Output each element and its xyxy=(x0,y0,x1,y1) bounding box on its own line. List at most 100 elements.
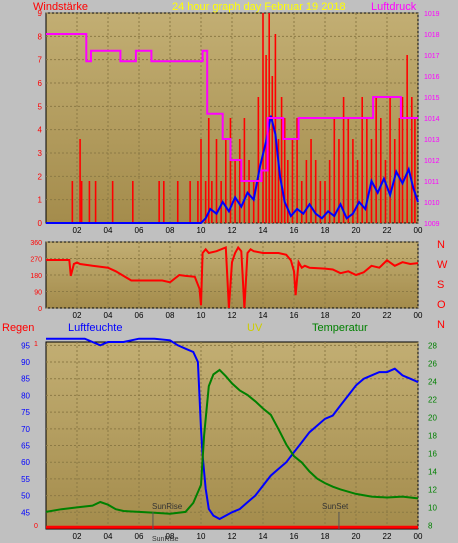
x-tick-label: 18 xyxy=(321,226,330,235)
temperature-tick-label: 28 xyxy=(428,342,437,351)
x-tick-label: 18 xyxy=(321,311,330,320)
direction-tick-label: 270 xyxy=(30,257,42,264)
wind-tick-label: 5 xyxy=(38,102,43,111)
humidity-tick-label: 95 xyxy=(21,341,30,350)
x-tick-label: 10 xyxy=(197,532,206,541)
wind-tick-label: 8 xyxy=(38,32,43,41)
compass-label: N xyxy=(437,319,445,331)
rain-tick-label: 0 xyxy=(34,523,38,530)
direction-tick-label: 90 xyxy=(34,290,42,297)
header-temperatur: Temperatur xyxy=(312,322,368,334)
wind-tick-label: 2 xyxy=(38,172,43,181)
temperature-tick-label: 8 xyxy=(428,521,433,530)
x-tick-label: 16 xyxy=(290,226,299,235)
x-tick-label: 22 xyxy=(383,532,392,541)
temperature-tick-label: 22 xyxy=(428,396,437,405)
x-tick-label: 22 xyxy=(383,311,392,320)
humidity-tick-label: 80 xyxy=(21,391,30,400)
header-luftfeuchte: Luftfeuchte xyxy=(68,322,122,334)
x-tick-label: 20 xyxy=(352,532,361,541)
x-tick-label: 16 xyxy=(290,532,299,541)
compass-label: W xyxy=(437,259,448,271)
x-tick-label: 14 xyxy=(259,532,268,541)
compass-label: S xyxy=(437,279,444,291)
header-regen: Regen xyxy=(2,322,34,334)
pressure-tick-label: 1010 xyxy=(424,200,440,207)
rain-tick-label: 1 xyxy=(34,341,38,348)
header-uv: UV xyxy=(247,322,263,334)
x-tick-label: 08 xyxy=(166,532,175,541)
x-tick-label: 18 xyxy=(321,532,330,541)
x-tick-label: 20 xyxy=(352,226,361,235)
compass-label: N xyxy=(437,239,445,251)
pressure-tick-label: 1017 xyxy=(424,53,440,60)
direction-tick-label: 180 xyxy=(30,273,42,280)
pressure-tick-label: 1009 xyxy=(424,221,440,228)
x-tick-label: 04 xyxy=(104,226,113,235)
x-tick-label: 04 xyxy=(104,532,113,541)
pressure-tick-label: 1019 xyxy=(424,11,440,18)
pressure-tick-label: 1016 xyxy=(424,74,440,81)
pressure-tick-label: 1015 xyxy=(424,95,440,102)
header-title: 24 hour graph day Februar 19 2018 xyxy=(172,1,346,13)
humidity-tick-label: 60 xyxy=(21,458,30,467)
sunrise-label: SunRise xyxy=(152,502,183,511)
x-tick-label: 02 xyxy=(73,532,82,541)
wind-tick-label: 7 xyxy=(38,56,43,65)
x-tick-label: 16 xyxy=(290,311,299,320)
direction-tick-label: 360 xyxy=(30,240,42,247)
wind-average-line xyxy=(46,115,419,224)
temperature-tick-label: 14 xyxy=(428,467,437,476)
compass-label: O xyxy=(437,299,446,311)
humidity-tick-label: 85 xyxy=(21,375,30,384)
humidity-tick-label: 45 xyxy=(21,508,30,517)
x-tick-label: 12 xyxy=(228,532,237,541)
humidity-tick-label: 90 xyxy=(21,358,30,367)
temperature-tick-label: 10 xyxy=(428,503,437,512)
pressure-tick-label: 1012 xyxy=(424,158,440,165)
temperature-tick-label: 16 xyxy=(428,449,437,458)
temperature-tick-label: 26 xyxy=(428,360,437,369)
humidity-tick-label: 50 xyxy=(21,492,30,501)
x-tick-label: 08 xyxy=(166,311,175,320)
pressure-tick-label: 1013 xyxy=(424,137,440,144)
wind-tick-label: 6 xyxy=(38,79,43,88)
wind-tick-label: 4 xyxy=(38,126,43,135)
header-windstaerke: Windstärke xyxy=(33,1,88,13)
x-tick-label: 00 xyxy=(414,226,423,235)
humidity-tick-label: 65 xyxy=(21,442,30,451)
humidity-tick-label: 75 xyxy=(21,408,30,417)
x-tick-label: 00 xyxy=(414,532,423,541)
x-tick-label: 22 xyxy=(383,226,392,235)
wind-tick-label: 9 xyxy=(38,9,43,18)
x-tick-label: 06 xyxy=(135,226,144,235)
temperature-tick-label: 24 xyxy=(428,378,437,387)
x-tick-label: 12 xyxy=(228,311,237,320)
temperature-tick-label: 18 xyxy=(428,432,437,441)
pressure-tick-label: 1011 xyxy=(424,179,439,186)
wind-tick-label: 1 xyxy=(38,196,43,205)
humidity-tick-label: 55 xyxy=(21,475,30,484)
x-tick-label: 00 xyxy=(414,311,423,320)
wind-tick-label: 0 xyxy=(38,219,43,228)
x-tick-label: 06 xyxy=(135,532,144,541)
sunrise-bottom-label: SunRise xyxy=(152,536,179,543)
humidity-line xyxy=(46,337,419,521)
x-tick-label: 02 xyxy=(73,226,82,235)
temperature-tick-label: 12 xyxy=(428,485,437,494)
sunset-label: SunSet xyxy=(322,502,349,511)
x-tick-label: 14 xyxy=(259,311,268,320)
humidity-tick-label: 70 xyxy=(21,425,30,434)
x-tick-label: 10 xyxy=(197,311,206,320)
pressure-tick-label: 1014 xyxy=(424,116,440,123)
wind-tick-label: 3 xyxy=(38,149,43,158)
x-tick-label: 20 xyxy=(352,311,361,320)
x-tick-label: 06 xyxy=(135,311,144,320)
pressure-line xyxy=(46,33,418,182)
temperature-tick-label: 20 xyxy=(428,414,437,423)
temperature-line xyxy=(45,368,419,515)
direction-tick-label: 0 xyxy=(38,306,42,313)
header-luftdruck: Luftdruck xyxy=(371,1,417,13)
